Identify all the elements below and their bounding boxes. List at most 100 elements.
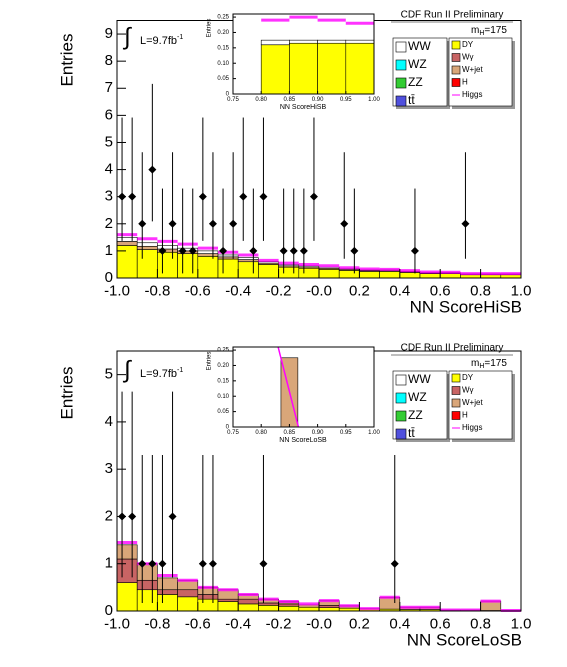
stack-segment — [338, 270, 360, 279]
data-point — [309, 192, 318, 201]
stack-segment — [278, 266, 300, 279]
stack-segment — [197, 598, 219, 612]
data-point — [138, 559, 147, 568]
data-point — [289, 246, 298, 255]
inset-y-title: Entries — [207, 352, 213, 371]
data-point — [198, 559, 207, 568]
y-tick-label: 5 — [105, 366, 113, 383]
legend-label: WW — [408, 372, 431, 386]
y-tick-label: 0.25 — [217, 15, 229, 21]
legend-label: ZZ — [408, 75, 423, 89]
legend-label: DY — [462, 373, 474, 382]
frame — [232, 13, 375, 95]
stack-segment — [260, 44, 290, 95]
x-tick-label: 0.90 — [312, 430, 324, 436]
x-tick-label: -0.6 — [185, 615, 211, 632]
legend-swatch — [451, 40, 461, 50]
stack-segment — [318, 266, 340, 269]
y-tick-label: 0.10 — [217, 61, 229, 67]
legend-label: Higgs — [462, 90, 482, 99]
x-tick-label: 0.75 — [227, 430, 239, 436]
stack-segment — [260, 39, 290, 46]
stack-segment — [278, 603, 300, 607]
stack-segment — [177, 596, 199, 612]
x-tick-label: -0.4 — [225, 615, 251, 632]
y-tick-label: 9 — [105, 25, 113, 42]
stack-segment — [258, 261, 279, 264]
x-axis-title: NN ScoreHiSB — [410, 297, 522, 316]
lumi-sup: -1 — [177, 34, 183, 41]
stack-segment — [157, 589, 178, 595]
x-tick-label: 0.90 — [312, 97, 324, 103]
stack-segment — [157, 251, 178, 279]
data-point — [118, 192, 127, 201]
legend-swatch — [395, 59, 407, 71]
data-point — [208, 219, 217, 228]
y-tick-label: 0 — [226, 425, 230, 431]
x-tick-label: -0.8 — [144, 615, 170, 632]
stack-segment — [136, 589, 158, 612]
frame — [232, 346, 375, 428]
inset-x-title: NN ScoreLoSB — [279, 437, 327, 444]
x-tick-label: 1.0 — [511, 615, 532, 632]
x-tick-label: 0.85 — [284, 430, 296, 436]
stack-segment — [157, 245, 178, 250]
x-tick-label: 0.4 — [389, 615, 410, 632]
legend-swatch — [451, 398, 461, 408]
stack-segment — [298, 267, 320, 279]
stack-segment — [278, 605, 300, 612]
y-tick-label: 0.05 — [217, 409, 229, 415]
y-tick-label: 0.25 — [217, 348, 229, 354]
lumi-sup: -1 — [177, 367, 183, 374]
x-tick-label: -0.8 — [144, 282, 170, 299]
data-point — [128, 192, 137, 201]
x-tick-label: 0.6 — [430, 282, 451, 299]
lumi-symbol: ∫ — [122, 356, 132, 383]
stack-segment — [116, 245, 138, 279]
data-point — [390, 559, 399, 568]
data-point — [410, 246, 419, 255]
legend-swatch — [395, 95, 407, 107]
y-tick-label: 0 — [226, 92, 230, 98]
x-tick-label: 0.2 — [349, 615, 370, 632]
legend-swatch — [395, 428, 407, 440]
x-tick-label: 0.85 — [284, 97, 296, 103]
data-point — [259, 192, 268, 201]
mass-m: m — [471, 358, 479, 369]
data-point — [158, 246, 167, 255]
x-tick-label: -0.0 — [306, 615, 332, 632]
y-tick-label: 2 — [105, 507, 113, 524]
lumi-text: L=9.7fb — [140, 368, 177, 380]
y-tick-label: 0.20 — [217, 363, 229, 369]
y-tick-label: 0.05 — [217, 76, 229, 82]
legend-label: H — [462, 411, 468, 420]
stack-segment — [136, 579, 158, 591]
x-tick-label: -1.0 — [104, 282, 130, 299]
legend-swatch — [395, 374, 407, 386]
stack-segment — [116, 241, 138, 246]
legend-label: tt̄ — [408, 93, 415, 107]
stack-segment — [157, 594, 178, 612]
y-axis-title: Entries — [57, 367, 76, 420]
stack-segment — [317, 39, 347, 44]
y-tick-label: 4 — [105, 161, 113, 178]
stack-segment — [197, 256, 219, 279]
legend-swatch — [395, 392, 407, 404]
mass-sub: H — [479, 30, 484, 37]
stack-segment — [157, 577, 178, 591]
data-point — [178, 246, 187, 255]
stack-segment — [217, 254, 239, 258]
x-tick-label: 0.95 — [340, 430, 352, 436]
legend-label: tt̄ — [408, 426, 415, 440]
stack-segment — [317, 42, 347, 95]
stack-segment — [419, 273, 441, 279]
stack-segment — [345, 39, 375, 44]
lumi-label: L=9.7fb-1 — [140, 367, 183, 380]
legend-label: WZ — [408, 57, 427, 71]
y-tick-label: 3 — [105, 460, 113, 477]
legend-label: Wγ — [462, 386, 474, 395]
stack-segment — [217, 601, 239, 612]
stack-segment — [217, 598, 239, 602]
stack-segment — [237, 261, 259, 279]
legend-swatch — [451, 53, 461, 62]
